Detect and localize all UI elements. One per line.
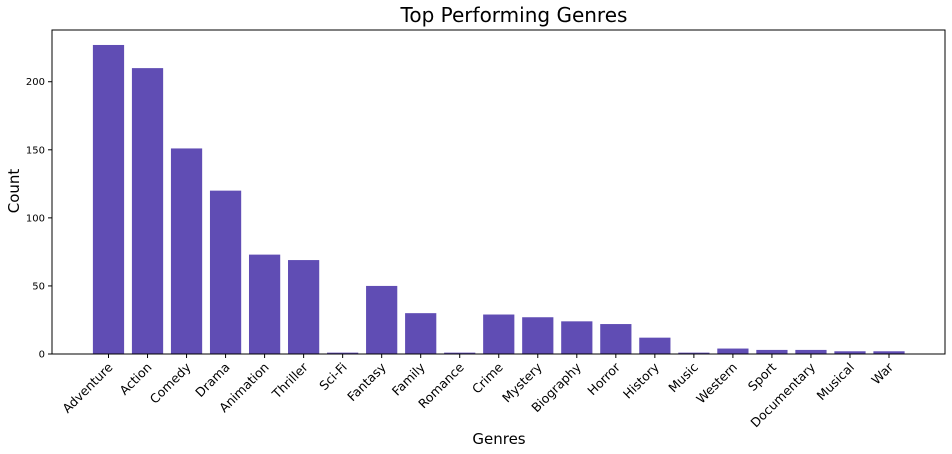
x-tick-label-comedy: Comedy bbox=[147, 359, 195, 407]
bar-mystery bbox=[522, 317, 554, 354]
bar-horror bbox=[600, 324, 632, 354]
bar-comedy bbox=[170, 148, 203, 354]
x-tick-label-music: Music bbox=[665, 359, 701, 395]
x-axis-label: Genres bbox=[472, 430, 525, 448]
bar-crime bbox=[483, 314, 515, 354]
bars-layer bbox=[92, 44, 905, 355]
bar-thriller bbox=[288, 260, 320, 354]
y-tick-label-100: 100 bbox=[26, 213, 45, 224]
y-axis-label: Count bbox=[5, 169, 23, 214]
y-tick-label-200: 200 bbox=[26, 77, 45, 88]
bar-war bbox=[873, 351, 905, 354]
x-tick-label-crime: Crime bbox=[469, 359, 506, 396]
x-tick-label-sport: Sport bbox=[745, 359, 779, 393]
x-tick-label-thriller: Thriller bbox=[268, 359, 311, 402]
bar-action bbox=[131, 68, 164, 355]
chart-title: Top Performing Genres bbox=[400, 3, 628, 27]
bar-documentary bbox=[795, 349, 827, 354]
x-tick-label-western: Western bbox=[693, 360, 740, 407]
x-tick-label-musical: Musical bbox=[813, 360, 857, 404]
y-ticks: 0 50 100 150 200 bbox=[26, 77, 52, 361]
bar-family bbox=[405, 313, 437, 354]
x-tick-label-history: History bbox=[620, 359, 662, 401]
plot-frame bbox=[51, 29, 946, 355]
y-tick-label-150: 150 bbox=[26, 145, 45, 156]
bar-history bbox=[639, 337, 671, 354]
x-ticks: Adventure ActionComedyDramaAnimationThril… bbox=[59, 354, 897, 430]
x-tick-label-fantasy: Fantasy bbox=[344, 359, 389, 404]
x-tick-label-action: Action bbox=[116, 360, 154, 398]
x-tick-label-adventure: Adventure bbox=[59, 359, 116, 416]
y-tick-label-0: 0 bbox=[39, 350, 45, 361]
bar-romance bbox=[444, 352, 476, 354]
bar-adventure bbox=[92, 44, 125, 354]
bar-sport bbox=[756, 349, 788, 354]
bar-fantasy bbox=[366, 285, 398, 354]
bar-biography bbox=[561, 321, 593, 354]
bar-western bbox=[717, 348, 749, 354]
bar-sci-fi bbox=[327, 352, 359, 354]
bar-music bbox=[678, 352, 710, 354]
x-tick-label-sci-fi: Sci-Fi bbox=[316, 360, 350, 394]
bar-musical bbox=[834, 351, 866, 354]
y-tick-label-50: 50 bbox=[32, 281, 45, 292]
bar-drama bbox=[209, 190, 242, 354]
x-tick-label-horror: Horror bbox=[584, 359, 623, 398]
x-tick-label-war: War bbox=[868, 359, 896, 387]
bar-animation bbox=[248, 254, 281, 354]
